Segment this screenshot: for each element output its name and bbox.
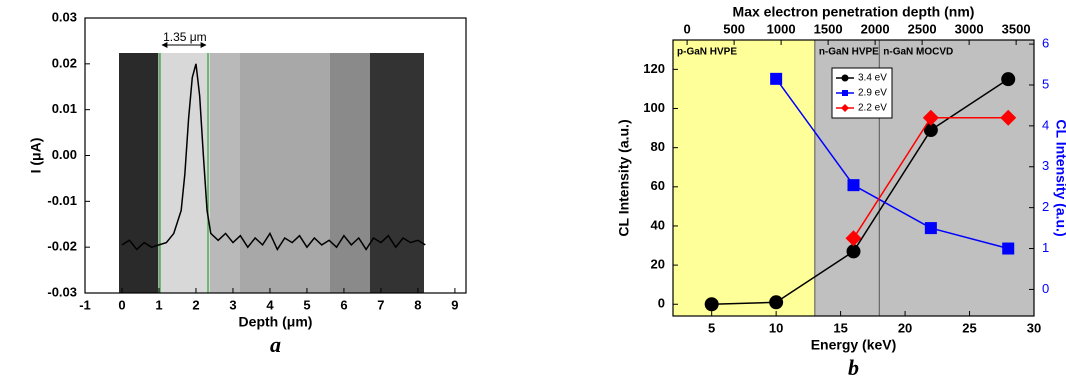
x2-tick-label: 1500 [814, 21, 843, 36]
x-axis-title: Energy (keV) [811, 337, 897, 353]
y-tick-label: 80 [651, 139, 665, 154]
x-tick-label: 6 [340, 297, 347, 312]
y2-tick-label: 3 [1042, 158, 1049, 173]
x-tick-label: 10 [769, 320, 783, 335]
legend-label: 2.9 eV [858, 88, 887, 99]
x-tick-label: 20 [898, 320, 912, 335]
y2-tick-label: 4 [1042, 117, 1049, 132]
region-label: n-GaN HVPE [819, 47, 879, 58]
marker [848, 179, 860, 191]
y-tick-label: 0.01 [52, 101, 77, 116]
legend-marker [842, 90, 848, 96]
y-tick-label: -0.02 [47, 239, 77, 254]
x2-tick-label: 2500 [908, 21, 937, 36]
marker [1002, 243, 1014, 255]
region-label: n-GaN MOCVD [883, 47, 953, 58]
x-tick-label: 3 [229, 297, 236, 312]
y-tick-label: 0.03 [52, 9, 77, 24]
y-tick-label: 0.02 [52, 55, 77, 70]
marker [770, 73, 782, 85]
region-label: p-GaN HVPE [677, 47, 737, 58]
x-tick-label: 2 [192, 297, 199, 312]
x-tick-label: 1 [155, 297, 162, 312]
y-tick-label: 120 [643, 61, 665, 76]
legend-label: 2.2 eV [858, 103, 887, 114]
x2-axis-title: Max electron penetration depth (nm) [733, 4, 975, 20]
marker [925, 222, 937, 234]
y-axis-title: I (μA) [28, 138, 44, 174]
x2-tick-label: 2000 [861, 21, 890, 36]
x-tick-label: 7 [377, 297, 384, 312]
y-tick-label: 0 [658, 296, 665, 311]
y-tick-label: 0.00 [52, 147, 77, 162]
x2-tick-label: 500 [723, 21, 745, 36]
y-axis-title: CL Intensity (a.u.) [616, 119, 632, 236]
marker [1001, 72, 1015, 86]
y2-tick-label: 1 [1042, 240, 1049, 255]
y2-tick-label: 6 [1042, 36, 1049, 51]
x2-tick-label: 0 [683, 21, 690, 36]
y2-tick-label: 2 [1042, 199, 1049, 214]
legend-marker [842, 75, 849, 82]
x-tick-label: 5 [708, 320, 715, 335]
x-tick-label: 30 [1027, 320, 1041, 335]
y-tick-label: 100 [643, 100, 665, 115]
x2-tick-label: 1000 [767, 21, 796, 36]
page: -1 0 1 2 3 4 5 6 7 8 9 -0.03 -0.02 -0.01 0.00 0.01 0.02 0… [0, 0, 1066, 378]
marker [769, 295, 783, 309]
x-tick-label: 15 [833, 320, 847, 335]
x2-tick-label: 3500 [1002, 21, 1031, 36]
legend-label: 3.4 eV [858, 73, 887, 84]
marker [705, 297, 719, 311]
y-tick-label: 20 [651, 257, 665, 272]
y2-tick-label: 0 [1042, 281, 1049, 296]
region [673, 40, 815, 316]
panel-label: a [270, 332, 281, 357]
y-tick-label: 40 [651, 217, 665, 232]
x-tick-label: -1 [79, 297, 91, 312]
marker [847, 244, 861, 258]
x-tick-label: 9 [451, 297, 458, 312]
x-axis-title: Depth (μm) [239, 314, 313, 330]
x-tick-label: 25 [962, 320, 976, 335]
panel-label: b [848, 355, 859, 378]
y-tick-label: -0.01 [47, 193, 77, 208]
x-tick-label: 4 [266, 297, 274, 312]
y-tick-label: -0.03 [47, 284, 77, 299]
x-tick-label: 8 [414, 297, 421, 312]
annotation: 1.35 μm [163, 30, 207, 44]
figure: -1 0 1 2 3 4 5 6 7 8 9 -0.03 -0.02 -0.01 0.00 0.01 0.02 0… [0, 0, 1066, 378]
y2-tick-label: 5 [1042, 76, 1049, 91]
x-tick-label: 0 [118, 297, 125, 312]
sem-image [119, 45, 424, 293]
x-tick-label: 5 [303, 297, 310, 312]
x2-tick-label: 3000 [955, 21, 984, 36]
y2-axis-title: CL Intensity (a.u.) [1053, 119, 1066, 236]
y-tick-label: 60 [651, 178, 665, 193]
